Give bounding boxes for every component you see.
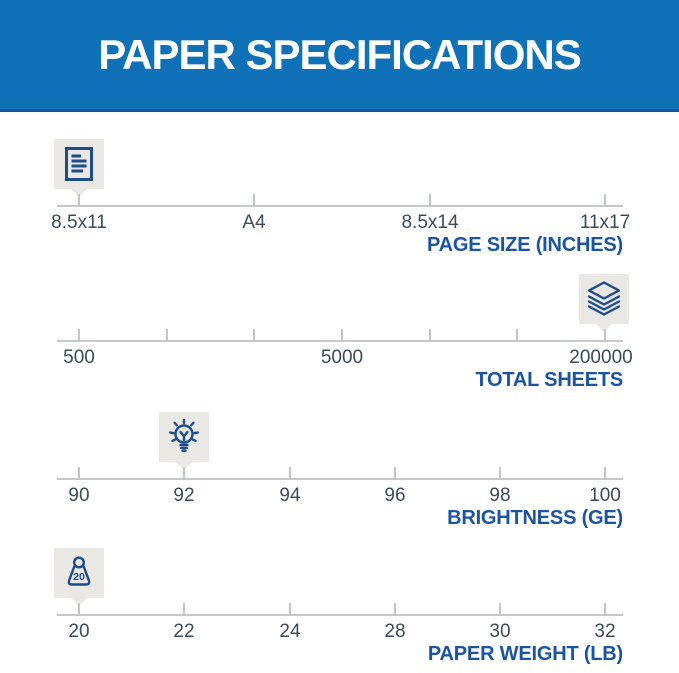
tick-label: 20 bbox=[68, 621, 90, 642]
marker-pointer bbox=[596, 324, 612, 332]
marker-pointer bbox=[71, 189, 87, 197]
tick bbox=[78, 603, 80, 616]
paper-weight-marker: 20 bbox=[54, 548, 104, 606]
tick bbox=[499, 603, 501, 616]
weight-icon-value: 20 bbox=[73, 571, 85, 583]
marker-pointer bbox=[176, 462, 192, 470]
tick-label: 94 bbox=[279, 485, 301, 506]
tick-label: 8.5x11 bbox=[51, 212, 107, 233]
scale-title: TOTAL SHEETS bbox=[475, 369, 623, 391]
tick-label: 28 bbox=[384, 621, 406, 642]
tick bbox=[78, 467, 80, 480]
header-banner: PAPER SPECIFICATIONS bbox=[0, 0, 679, 112]
marker-pointer bbox=[71, 598, 87, 606]
scale-title: PAPER WEIGHT (LB) bbox=[427, 643, 623, 665]
tick-label: 5000 bbox=[320, 347, 364, 368]
scale-line bbox=[57, 478, 623, 480]
brightness-marker bbox=[159, 412, 209, 470]
tick bbox=[289, 467, 291, 480]
tick-label: 200000 bbox=[569, 347, 633, 368]
tick bbox=[604, 467, 606, 480]
sheets-stack-icon bbox=[586, 281, 622, 317]
tick bbox=[183, 603, 185, 616]
tick bbox=[429, 194, 431, 207]
tick bbox=[516, 329, 518, 342]
tick-label: 8.5x14 bbox=[401, 212, 459, 233]
page-size-marker bbox=[54, 139, 104, 197]
scale-title: BRIGHTNESS (GE) bbox=[447, 507, 623, 529]
scale-total-sheets: 500 5000 200000 TOTAL SHEETS bbox=[0, 267, 679, 399]
tick-label: 98 bbox=[489, 485, 511, 506]
tick-label: 100 bbox=[589, 485, 621, 506]
tick bbox=[183, 467, 185, 480]
scale-line bbox=[57, 614, 623, 616]
tick bbox=[253, 329, 255, 342]
tick-label: 30 bbox=[489, 621, 511, 642]
tick bbox=[253, 194, 255, 207]
scale-title: PAGE SIZE (INCHES) bbox=[426, 234, 623, 256]
scale-line bbox=[57, 340, 623, 342]
tick bbox=[78, 194, 80, 207]
tick-label: 90 bbox=[68, 485, 90, 506]
scale-paper-weight: 20 20 22 24 28 30 32 PAPER WEIGHT (LB) bbox=[0, 541, 679, 673]
tick-label: 22 bbox=[173, 621, 195, 642]
tick-label: 96 bbox=[384, 485, 406, 506]
tick bbox=[429, 329, 431, 342]
tick bbox=[604, 194, 606, 207]
tick bbox=[604, 603, 606, 616]
tick bbox=[166, 329, 168, 342]
scale-line bbox=[57, 205, 623, 207]
lightbulb-icon bbox=[166, 419, 202, 455]
tick bbox=[394, 467, 396, 480]
weight-icon: 20 bbox=[61, 555, 97, 591]
total-sheets-marker bbox=[579, 274, 629, 332]
scale-brightness: 90 92 94 96 98 100 BRIGHTNESS (GE) bbox=[0, 405, 679, 537]
tick-label: 500 bbox=[63, 347, 95, 368]
page-title: PAPER SPECIFICATIONS bbox=[98, 30, 582, 78]
document-icon bbox=[61, 146, 97, 182]
tick bbox=[394, 603, 396, 616]
tick bbox=[289, 603, 291, 616]
tick-label: 92 bbox=[173, 485, 195, 506]
tick-label: A4 bbox=[242, 212, 266, 233]
scale-page-size: 8.5x11 A4 8.5x14 11x17 PAGE SIZE (INCHES… bbox=[0, 132, 679, 264]
tick-label: 24 bbox=[279, 621, 301, 642]
tick bbox=[341, 329, 343, 342]
tick-label: 11x17 bbox=[579, 212, 631, 233]
tick bbox=[604, 329, 606, 342]
tick bbox=[499, 467, 501, 480]
tick bbox=[78, 329, 80, 342]
tick-label: 32 bbox=[594, 621, 616, 642]
